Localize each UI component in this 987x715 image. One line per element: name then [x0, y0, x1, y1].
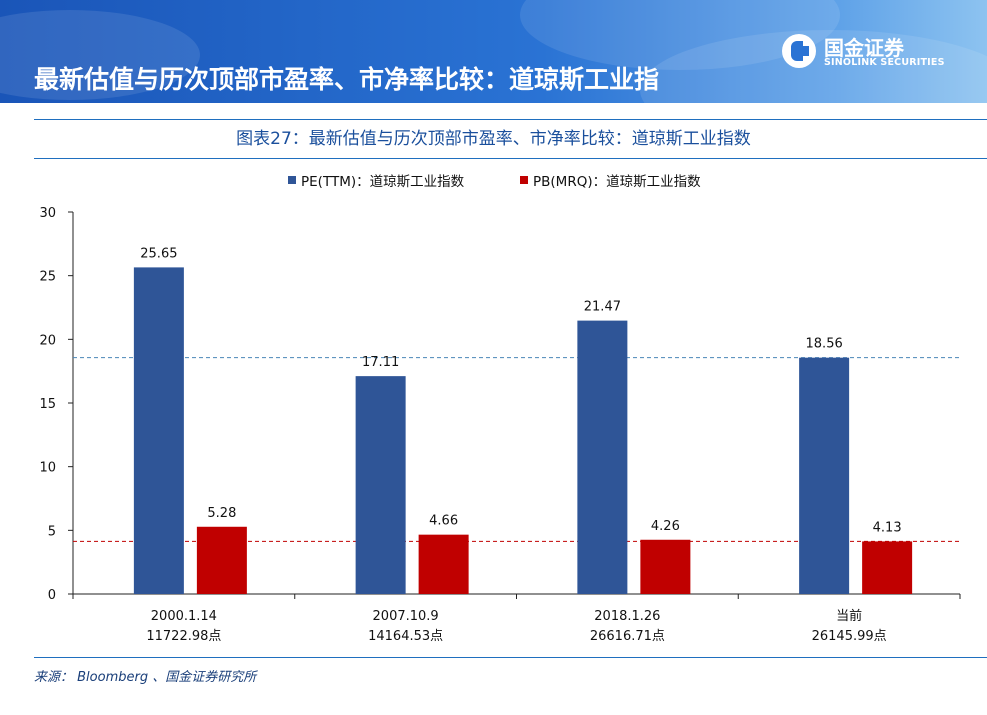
y-tick-label: 10 [39, 461, 56, 476]
data-label-pe: 25.65 [140, 246, 177, 261]
bottom-rule [34, 657, 987, 658]
x-tick-label: 2018.1.26 [594, 609, 660, 624]
logo-text-en: SINOLINK SECURITIES [824, 57, 945, 68]
x-tick-sublabel: 11722.98点 [146, 629, 221, 644]
x-tick-sublabel: 26616.71点 [590, 629, 665, 644]
legend-item-pe: PE(TTM)：道琼斯工业指数 [288, 170, 464, 190]
data-label-pe: 18.56 [806, 337, 843, 352]
data-label-pe: 17.11 [362, 355, 399, 370]
bar-pb [418, 534, 469, 594]
legend-label-pb: PB(MRQ)：道琼斯工业指数 [533, 174, 701, 190]
x-tick-sublabel: 14164.53点 [368, 629, 443, 644]
bar-pe [355, 376, 406, 594]
x-tick-label: 2000.1.14 [151, 609, 217, 624]
x-tick-label: 当前 [836, 608, 862, 624]
data-label-pb: 5.28 [207, 506, 236, 521]
top-rule [34, 119, 987, 120]
y-tick-label: 0 [48, 588, 56, 603]
y-tick-label: 30 [39, 206, 56, 221]
page-title: 最新估值与历次顶部市盈率、市净率比较：道琼斯工业指 [34, 65, 660, 94]
data-label-pb: 4.26 [651, 519, 680, 534]
y-tick-label: 25 [39, 270, 56, 285]
legend-item-pb: PB(MRQ)：道琼斯工业指数 [520, 170, 701, 190]
x-tick-label: 2007.10.9 [373, 609, 439, 624]
y-tick-label: 20 [39, 333, 56, 348]
bar-pb [862, 541, 913, 594]
legend-swatch-pe [288, 176, 296, 184]
data-label-pe: 21.47 [584, 300, 621, 315]
banner-wave [0, 10, 200, 100]
logo-mark-icon [782, 34, 816, 68]
chart-title: 图表27：最新估值与历次顶部市盈率、市净率比较：道琼斯工业指数 [236, 129, 751, 149]
title-rule [34, 158, 987, 159]
bar-pb [196, 526, 247, 594]
logo-text-cn: 国金证券 [824, 36, 904, 60]
y-tick-label: 5 [48, 524, 56, 539]
source-note: 来源： Bloomberg 、国金证券研究所 [34, 670, 257, 685]
bar-pb [640, 539, 691, 594]
bar-pe [577, 320, 628, 594]
bar-pe [133, 267, 184, 594]
bar-pe [799, 357, 850, 594]
x-tick-sublabel: 26145.99点 [812, 629, 887, 644]
legend-label-pe: PE(TTM)：道琼斯工业指数 [301, 174, 465, 190]
y-tick-label: 15 [39, 397, 56, 412]
header-banner: 最新估值与历次顶部市盈率、市净率比较：道琼斯工业指 国金证券 SINOLINK … [0, 0, 987, 103]
data-label-pb: 4.66 [429, 514, 458, 529]
legend-swatch-pb [520, 176, 528, 184]
data-label-pb: 4.13 [873, 520, 902, 535]
